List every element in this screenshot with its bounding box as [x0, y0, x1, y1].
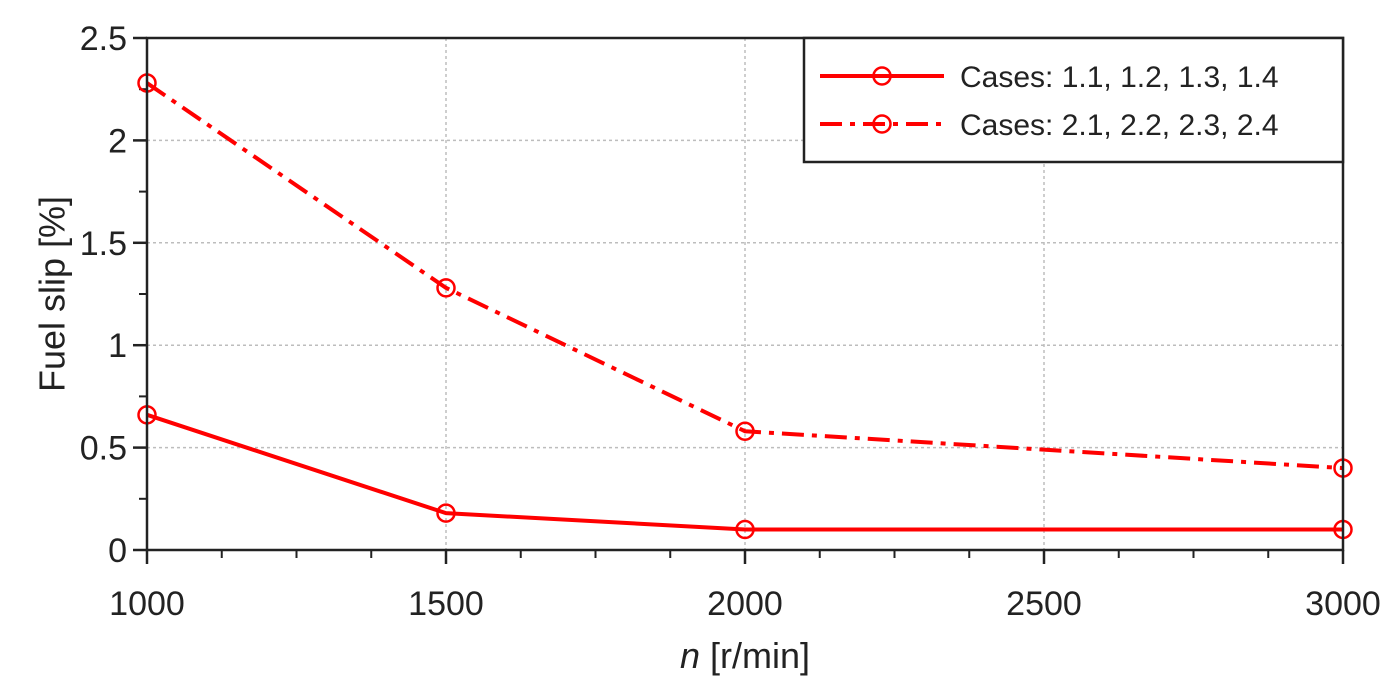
- series-2-point: [436, 278, 456, 298]
- legend-entry-label: Cases: 2.1, 2.2, 2.3, 2.4: [960, 109, 1279, 142]
- y-tick-label: 1: [108, 327, 127, 365]
- y-tick-label: 0.5: [80, 430, 127, 468]
- y-tick-label: 2: [108, 122, 127, 160]
- legend: Cases: 1.1, 1.2, 1.3, 1.4 Cases: 2.1, 2.2…: [802, 36, 1345, 164]
- x-axis-unit: [r/min]: [700, 635, 810, 676]
- series-1-line: [146, 412, 1343, 532]
- y-axis-title: Fuel slip [%]: [32, 196, 73, 392]
- series-1-point: [735, 519, 755, 540]
- series-2-point: [735, 421, 755, 441]
- x-tick-label: 3000: [1305, 585, 1381, 623]
- x-tick-label: 2500: [1006, 585, 1082, 623]
- legend-entry-label: Cases: 1.1, 1.2, 1.3, 1.4: [960, 61, 1279, 94]
- legend-swatch-marker: [872, 66, 892, 86]
- y-axis-ticks: 0 0.5 1 1.5 2 2.5: [80, 20, 147, 570]
- legend-swatch-marker: [872, 114, 892, 134]
- y-tick-label: 2.5: [80, 20, 127, 58]
- series-1: [137, 405, 1353, 540]
- x-tick-label: 1000: [109, 585, 185, 623]
- y-tick-label: 0: [108, 532, 127, 570]
- x-axis-ticks: 1000 1500 2000 2500 3000: [109, 550, 1381, 623]
- series-layer: [137, 73, 1353, 540]
- series-2-line: [145, 81, 1344, 471]
- minor-ticks: [139, 88, 1270, 558]
- y-tick-label: 1.5: [80, 225, 127, 263]
- legend-box: [802, 36, 1345, 164]
- series-1-point: [436, 503, 456, 523]
- x-tick-label: 1500: [408, 585, 484, 623]
- x-axis-variable: n: [680, 635, 700, 676]
- x-axis-title: n [r/min]: [680, 635, 810, 676]
- x-tick-label: 2000: [707, 585, 783, 623]
